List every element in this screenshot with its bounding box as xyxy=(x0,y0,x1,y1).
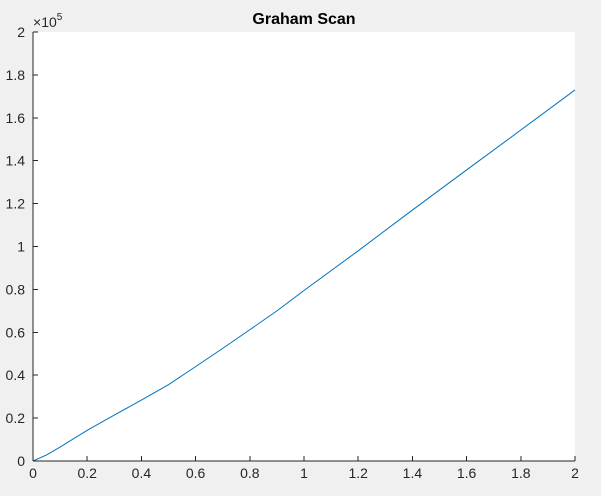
x-tick-label: 1.2 xyxy=(348,465,368,481)
y-axis-multiplier-prefix: × xyxy=(33,14,41,30)
y-axis-multiplier: ×105 xyxy=(33,12,63,30)
series-line xyxy=(32,89,576,462)
y-axis-multiplier-exponent: 5 xyxy=(57,12,63,23)
x-tick-label: 0.4 xyxy=(132,465,152,481)
y-axis-multiplier-base: 10 xyxy=(41,14,57,30)
x-tick-label: 1.4 xyxy=(403,465,423,481)
y-tick-label: 2 xyxy=(17,24,25,40)
y-tick-label: 0.6 xyxy=(6,324,26,340)
y-tick-label: 0.2 xyxy=(6,410,26,426)
x-tick-label: 2 xyxy=(571,465,579,481)
y-tick-label: 1.2 xyxy=(6,196,26,212)
y-tick-label: 0 xyxy=(17,453,25,469)
x-tick-label: 0.2 xyxy=(77,465,97,481)
plot-lines xyxy=(32,89,576,462)
chart-title: Graham Scan xyxy=(252,11,355,28)
x-tick-label: 0.6 xyxy=(186,465,206,481)
y-tick-label: 1.6 xyxy=(6,110,26,126)
y-tick-label: 1.4 xyxy=(6,153,26,169)
x-tick-label: 0 xyxy=(29,465,37,481)
x-tick-label: 1 xyxy=(300,465,308,481)
x-ticks: 0 0.2 0.4 0.6 0.8 1 1.2 1.4 1.6 1.8 2 xyxy=(29,456,579,481)
x-tick-label: 0.8 xyxy=(240,465,260,481)
y-tick-label: 1.8 xyxy=(6,67,26,83)
y-tick-label: 1 xyxy=(17,239,25,255)
x-tick-label: 1.8 xyxy=(511,465,531,481)
y-ticks: 0 0.2 0.4 0.6 0.8 1 1.2 1.4 1.6 1.8 2 xyxy=(6,24,38,469)
axes-background xyxy=(33,32,575,461)
x-tick-label: 1.6 xyxy=(457,465,477,481)
y-tick-label: 0.4 xyxy=(6,367,26,383)
y-tick-label: 0.8 xyxy=(6,281,26,297)
